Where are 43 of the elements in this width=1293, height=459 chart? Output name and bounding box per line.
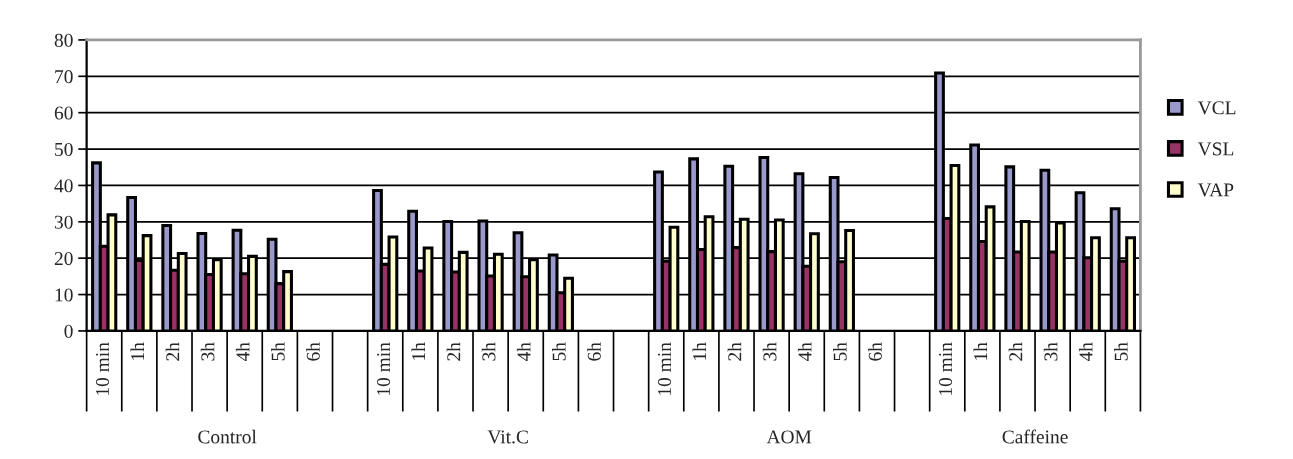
y-tick-label: 50 [55,142,73,156]
x-tick-label: 3h [200,342,215,361]
x-tick-label: 3h [481,342,496,361]
y-tick-label: 0 [64,324,73,338]
x-tick-label: 10 min [95,342,110,395]
text: Control [198,429,257,444]
y-tick-label: 80 [54,33,73,47]
text: Vit.C [487,430,528,444]
legend-label: VAP [1197,183,1234,197]
x-tick-label: 3h [762,342,777,361]
x-tick-label: 10 min [657,342,672,395]
x-tick-label: 2h [446,342,461,361]
y-tick-label: 40 [54,179,73,193]
x-tick-label: 1h [692,342,707,360]
x-tick-label: 5h [1114,342,1128,361]
y-tick-label: 30 [54,215,73,229]
x-tick-label: 2h [727,342,742,361]
y-tick-label: 70 [55,70,73,84]
x-tick-label: 1h [130,342,144,360]
x-tick-label: 3h [1043,342,1058,361]
x-tick-label: 1h [973,342,988,360]
text: AOM [766,430,812,444]
y-tick-label: 60 [54,106,73,120]
x-tick-label: 6h [587,342,601,361]
text: Caffeine [1002,429,1068,444]
y-tick-label: 20 [54,252,73,266]
x-tick-label: 1h [411,342,426,360]
x-tick-label: 10 min [938,342,953,395]
x-tick-label: 4h [1078,342,1093,362]
x-tick-label: 4h [235,342,250,362]
x-tick-label: 4h [516,342,531,362]
x-tick-label: 2h [1008,342,1023,361]
x-tick-label: 2h [165,342,180,361]
x-tick-label: 10 min [376,342,391,395]
legend-label: VSL [1197,142,1234,156]
x-tick-label: 5h [833,342,847,361]
x-tick-label: 5h [552,342,566,361]
legend-label: VCL [1197,101,1236,115]
y-tick-label: 10 [55,288,73,302]
x-tick-label: 5h [271,342,285,361]
x-tick-label: 6h [306,342,320,361]
x-tick-label: 4h [797,342,812,362]
x-tick-label: 6h [868,342,882,361]
